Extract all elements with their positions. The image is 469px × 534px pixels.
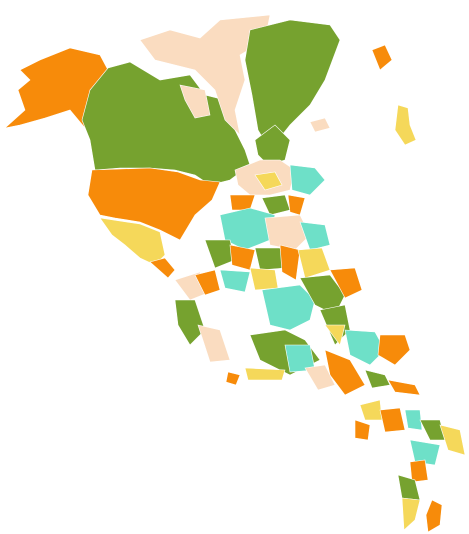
- region: [261, 194, 291, 216]
- region: [409, 459, 429, 483]
- region: [225, 371, 241, 386]
- region: [219, 269, 251, 293]
- region: [387, 379, 421, 396]
- region: [371, 44, 393, 71]
- region: [344, 329, 386, 366]
- region: [179, 84, 211, 119]
- region: [264, 214, 311, 251]
- region: [244, 367, 286, 381]
- region: [324, 349, 366, 396]
- region: [249, 267, 279, 291]
- region: [419, 419, 446, 441]
- region: [194, 269, 221, 296]
- region: [244, 19, 341, 151]
- region: [359, 399, 383, 421]
- region: [87, 167, 221, 241]
- region: [197, 324, 231, 363]
- region: [254, 171, 283, 191]
- region: [204, 239, 236, 269]
- region: [174, 299, 206, 346]
- region: [394, 104, 417, 146]
- region: [425, 499, 443, 533]
- region: [229, 244, 256, 271]
- region: [297, 247, 331, 279]
- region: [149, 257, 176, 279]
- region: [139, 14, 271, 136]
- region: [304, 364, 336, 391]
- region: [354, 419, 371, 441]
- region: [404, 409, 423, 431]
- region: [439, 424, 466, 456]
- region: [364, 369, 391, 389]
- region: [261, 284, 316, 331]
- region: [279, 244, 301, 281]
- region: [309, 117, 331, 133]
- region: [229, 194, 256, 211]
- region: [324, 324, 346, 346]
- region: [3, 47, 109, 129]
- region: [287, 194, 306, 216]
- region: [299, 274, 346, 316]
- region: [254, 124, 291, 166]
- region: [401, 497, 421, 531]
- region: [377, 334, 411, 366]
- region: [409, 439, 441, 466]
- region: [289, 164, 326, 196]
- region: [299, 221, 331, 251]
- region: [379, 407, 406, 433]
- region: [329, 267, 363, 299]
